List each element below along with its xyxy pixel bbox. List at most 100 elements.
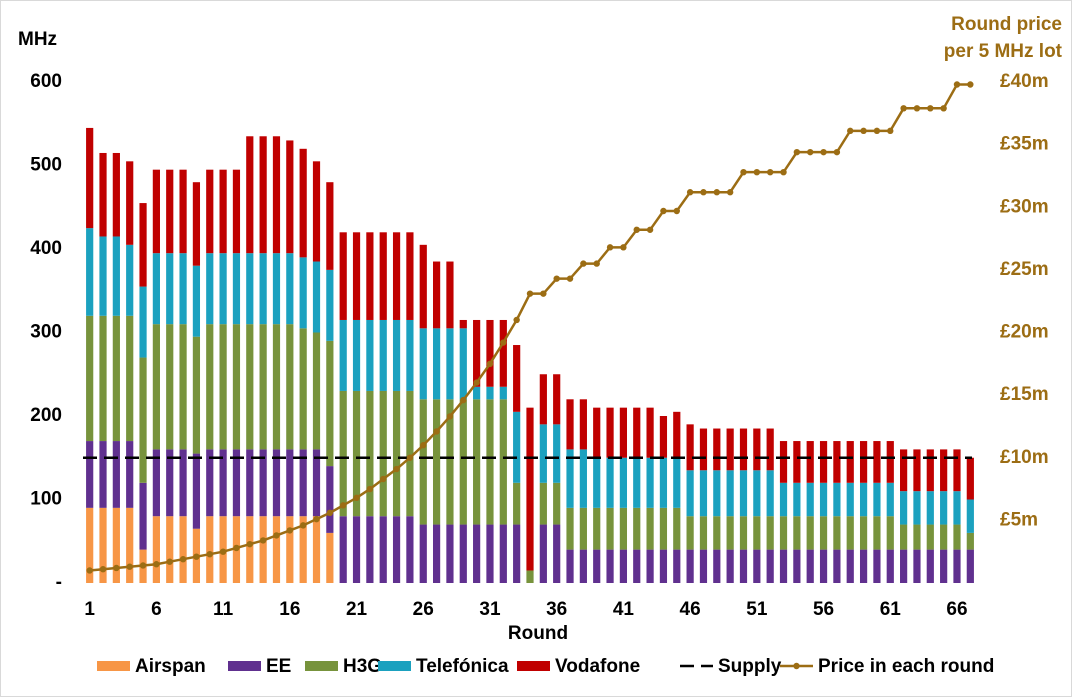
bar-segment	[606, 457, 614, 508]
bar-segment	[579, 549, 587, 583]
bar-segment	[219, 324, 227, 450]
bar-segment	[259, 449, 267, 517]
bar-segment	[166, 169, 174, 254]
bar-segment	[99, 507, 107, 583]
bar-segment	[859, 549, 868, 583]
bar-segment	[553, 374, 561, 425]
bar-segment	[326, 182, 334, 270]
y-tick-label: 500	[30, 155, 62, 176]
price-point	[446, 413, 454, 420]
price-point	[259, 537, 267, 544]
bar-segment	[432, 261, 441, 329]
bar-segment	[419, 328, 427, 400]
bar-segment	[219, 253, 227, 325]
bar-segment	[900, 549, 908, 583]
bar-segment	[312, 516, 321, 583]
bar-segment	[112, 236, 120, 316]
price-point	[366, 485, 374, 493]
bar-segment	[299, 257, 307, 329]
bar-segment	[819, 516, 828, 550]
x-tick-label: 56	[813, 599, 834, 620]
price-point	[139, 562, 147, 569]
price-point	[660, 207, 667, 215]
bar-segment	[539, 424, 547, 483]
y2-tick-label: £5m	[1000, 509, 1038, 530]
bar-segment	[499, 524, 507, 583]
price-point	[633, 226, 640, 233]
bar-segment	[713, 470, 721, 517]
bar-segment	[112, 507, 120, 583]
price-point	[513, 316, 520, 324]
bar-segment	[246, 324, 254, 450]
price-point	[86, 567, 93, 574]
bar-segment	[139, 203, 147, 287]
bar-segment	[673, 549, 681, 583]
bar-segment	[539, 524, 547, 583]
bar-segment	[272, 136, 281, 254]
bar-segment	[139, 286, 147, 358]
bar-segment	[566, 507, 574, 550]
bar-segment	[206, 516, 214, 583]
bar-segment	[953, 491, 961, 525]
y2-tick-label: £15m	[1000, 384, 1049, 405]
price-point	[953, 81, 961, 88]
bar-segment	[352, 516, 361, 583]
bar-segment	[753, 549, 761, 583]
price-point	[246, 540, 253, 548]
bar-segment	[753, 516, 761, 550]
bar-segment	[633, 407, 641, 458]
price-point	[206, 550, 213, 558]
y2-tick-label: £35m	[1000, 134, 1049, 155]
bar-segment	[246, 516, 254, 583]
bar-segment	[486, 319, 494, 387]
y-tick-label: -	[56, 572, 62, 593]
bar-segment	[473, 319, 481, 387]
bar-segment	[272, 449, 281, 517]
bar-segment	[206, 169, 214, 254]
bar-segment	[553, 524, 561, 583]
bar-segment	[726, 470, 734, 517]
bar-segment	[392, 516, 401, 583]
bar-segment	[473, 524, 481, 583]
bar-segment	[513, 411, 521, 483]
bar-segment	[566, 549, 574, 583]
bar-segment	[112, 152, 120, 237]
price-point	[620, 244, 627, 251]
bar-segment	[286, 516, 294, 583]
bar-segment	[446, 261, 454, 329]
x-tick-label: 41	[613, 599, 635, 620]
price-point	[313, 515, 320, 523]
bar-segment	[793, 441, 801, 483]
bar-segment	[859, 516, 868, 550]
bar-segment	[86, 315, 94, 442]
bar-segment	[486, 386, 494, 400]
bar-segment	[312, 449, 321, 517]
bar-segment	[633, 549, 641, 583]
x-tick-label: 36	[546, 599, 567, 620]
bar-segment	[953, 524, 961, 550]
bar-segment	[312, 332, 321, 450]
bar-segment	[392, 232, 401, 320]
bar-segment	[886, 516, 894, 550]
bar-segment	[192, 336, 201, 454]
bar-segment	[686, 470, 694, 517]
bar-segment	[606, 507, 614, 550]
legend-swatch	[228, 661, 261, 671]
bar-segment	[286, 324, 294, 450]
x-axis-label: Round	[508, 623, 568, 644]
bar-segment	[713, 428, 721, 471]
bar-segment	[86, 507, 94, 583]
price-point	[967, 81, 974, 88]
bar-segment	[99, 315, 107, 442]
bar-segment	[126, 441, 134, 508]
price-point	[540, 290, 547, 297]
price-point	[927, 105, 934, 112]
bar-segment	[219, 169, 227, 254]
price-point	[646, 226, 654, 233]
bar-segment	[246, 253, 254, 325]
bar-segment	[406, 516, 414, 583]
bar-segment	[246, 449, 254, 517]
bar-segment	[873, 441, 881, 483]
bar-segment	[913, 491, 921, 525]
